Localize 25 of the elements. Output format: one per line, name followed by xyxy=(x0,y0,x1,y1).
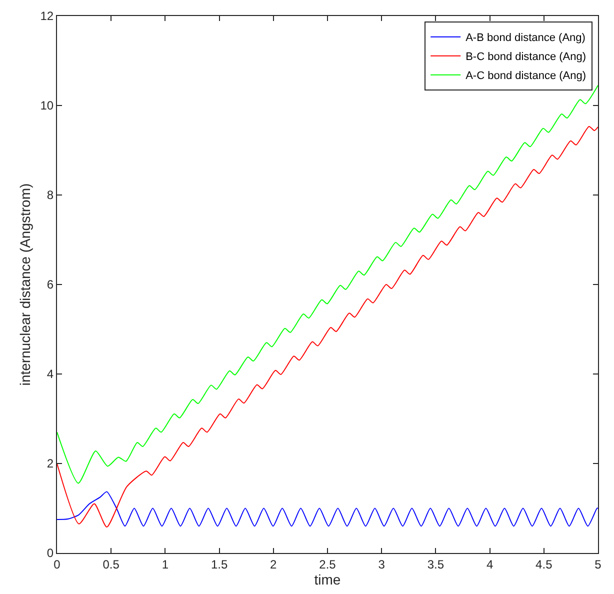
line-series xyxy=(57,491,598,527)
x-tick-label: 2 xyxy=(270,557,278,572)
y-axis-title: internuclear distance (Angstrom) xyxy=(16,183,33,386)
y-tick-label: 8 xyxy=(46,188,54,202)
y-tick-label: 6 xyxy=(46,278,54,292)
x-tick-label: 2.5 xyxy=(319,557,336,572)
legend-label: B-C bond distance (Ang) xyxy=(466,51,586,64)
x-tick-label: 5 xyxy=(594,557,602,572)
y-tick-label: 10 xyxy=(40,98,54,113)
x-tick-label: 4 xyxy=(486,557,494,572)
y-tick-label: 4 xyxy=(46,367,54,382)
x-tick-label: 1.5 xyxy=(210,557,228,572)
x-tick-label: 4.5 xyxy=(536,557,553,572)
x-tick-label: 3 xyxy=(378,557,386,572)
line-series xyxy=(57,126,598,528)
x-tick-label: 3.5 xyxy=(427,557,444,572)
y-tick-label: 0 xyxy=(46,546,54,560)
legend-label: A-C bond distance (Ang) xyxy=(466,70,586,82)
y-tick-label: 12 xyxy=(40,9,54,24)
x-tick-label: 0.5 xyxy=(102,557,120,572)
x-tick-label: 1 xyxy=(162,557,169,572)
line-series xyxy=(57,84,598,484)
y-tick-label: 2 xyxy=(46,456,54,471)
x-axis-title: time xyxy=(314,572,341,588)
legend-label: A-B bond distance (Ang) xyxy=(466,32,586,44)
